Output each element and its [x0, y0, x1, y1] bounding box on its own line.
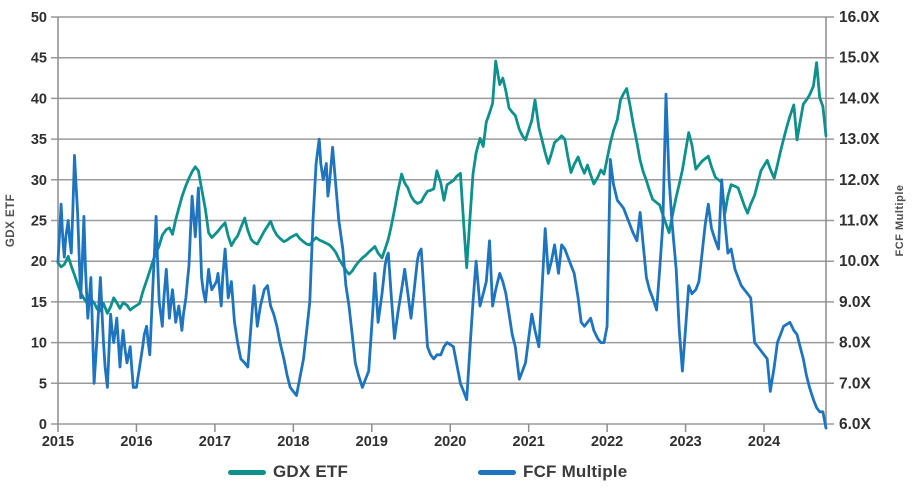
svg-text:45: 45	[31, 51, 47, 67]
legend-label: FCF Multiple	[523, 462, 628, 481]
svg-text:5: 5	[39, 376, 47, 392]
svg-text:2016: 2016	[120, 434, 152, 450]
legend-label: GDX ETF	[273, 462, 349, 481]
chart-axis-labels: 2015 2016 2017 2018 2019 2020 2021 2022 2023 2024…	[5, 9, 906, 450]
left-axis-title: GDX ETF	[5, 194, 17, 247]
series-line-gdx-etf	[56, 59, 828, 315]
chart-gridlines	[51, 16, 834, 432]
svg-text:15: 15	[31, 295, 47, 311]
right-axis-title: FCF Multiple	[894, 185, 906, 257]
svg-text:14.0X: 14.0X	[839, 90, 880, 107]
svg-text:25: 25	[31, 214, 47, 230]
legend-item-fcf-multiple: FCF Multiple	[478, 460, 627, 484]
legend-item-gdx-etf: GDX ETF	[228, 460, 348, 484]
svg-text:13.0X: 13.0X	[839, 131, 880, 148]
svg-text:2021: 2021	[513, 434, 545, 450]
svg-text:20: 20	[31, 254, 47, 270]
svg-text:12.0X: 12.0X	[839, 172, 880, 189]
fcf-line-swatch-icon	[478, 469, 516, 475]
svg-text:35: 35	[31, 132, 47, 148]
svg-text:0: 0	[39, 417, 47, 433]
svg-text:2023: 2023	[669, 434, 701, 450]
svg-text:30: 30	[31, 173, 47, 189]
svg-text:2017: 2017	[199, 434, 231, 450]
svg-text:50: 50	[31, 10, 47, 26]
svg-text:9.0X: 9.0X	[839, 294, 872, 311]
svg-text:10.0X: 10.0X	[839, 253, 880, 270]
series-line-fcf-multiple	[56, 92, 828, 430]
svg-text:16.0X: 16.0X	[839, 9, 880, 26]
svg-text:2020: 2020	[434, 434, 466, 450]
svg-text:2022: 2022	[591, 434, 623, 450]
svg-text:15.0X: 15.0X	[839, 50, 880, 67]
svg-text:8.0X: 8.0X	[839, 335, 872, 352]
svg-text:2024: 2024	[748, 434, 780, 450]
svg-text:6.0X: 6.0X	[839, 416, 872, 433]
svg-text:2015: 2015	[42, 434, 74, 450]
gdx-line-swatch-icon	[228, 469, 266, 475]
svg-text:2019: 2019	[356, 434, 388, 450]
svg-text:40: 40	[31, 91, 47, 107]
chart-legend: GDX ETF FCF Multiple	[0, 460, 915, 488]
chart-series	[56, 59, 828, 430]
svg-text:10: 10	[31, 336, 47, 352]
svg-text:11.0X: 11.0X	[839, 213, 879, 230]
svg-text:7.0X: 7.0X	[839, 375, 872, 392]
svg-text:2018: 2018	[277, 434, 309, 450]
